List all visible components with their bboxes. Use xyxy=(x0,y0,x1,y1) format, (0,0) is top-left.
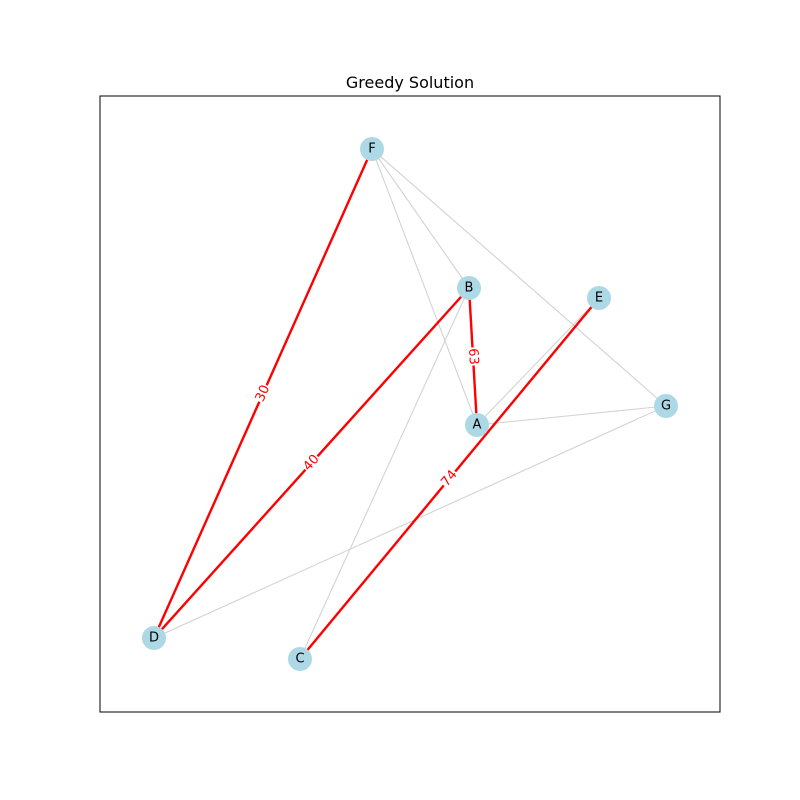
node-circle xyxy=(465,413,489,437)
edge-F-A xyxy=(371,148,478,426)
node-C: C xyxy=(288,647,312,671)
node-B: B xyxy=(457,276,481,300)
diagram-title: Greedy Solution xyxy=(346,73,474,92)
node-label: E xyxy=(595,291,603,306)
edge-weight-F-D: 30 xyxy=(252,382,274,405)
selected-edges xyxy=(152,148,600,660)
node-circle xyxy=(654,394,678,418)
node-A: A xyxy=(465,413,489,437)
edge-D-G xyxy=(153,405,667,639)
base-edges xyxy=(153,148,667,660)
node-label: B xyxy=(465,281,474,296)
edge-weight-B-A: 63 xyxy=(464,347,482,366)
node-circle xyxy=(457,276,481,300)
edge-weight-labels: 30 40 63 74 xyxy=(252,347,482,491)
edge-B-C xyxy=(299,287,470,660)
edge-F-B xyxy=(371,148,470,289)
node-E: E xyxy=(587,286,611,310)
edge-weight-text: 30 xyxy=(253,383,273,404)
node-label: D xyxy=(149,631,159,646)
node-label: G xyxy=(661,399,671,414)
node-circle xyxy=(587,286,611,310)
edge-weight-B-D: 40 xyxy=(299,450,324,476)
node-label: A xyxy=(473,418,482,433)
edge-F-G xyxy=(371,148,667,407)
node-label: F xyxy=(368,142,375,157)
node-F: F xyxy=(360,137,384,161)
node-label: C xyxy=(295,652,304,667)
node-D: D xyxy=(142,626,166,650)
edge-weight-E-C: 74 xyxy=(437,466,462,491)
plot-frame xyxy=(99,95,721,713)
node-circle xyxy=(360,137,384,161)
edge-A-G xyxy=(476,405,667,426)
edge-weight-text: 63 xyxy=(465,348,481,365)
node-circle xyxy=(142,626,166,650)
node-circle xyxy=(288,647,312,671)
node-G: G xyxy=(654,394,678,418)
graph-nodes: A B C D E F G xyxy=(142,137,678,671)
edge-A-E xyxy=(476,297,600,426)
